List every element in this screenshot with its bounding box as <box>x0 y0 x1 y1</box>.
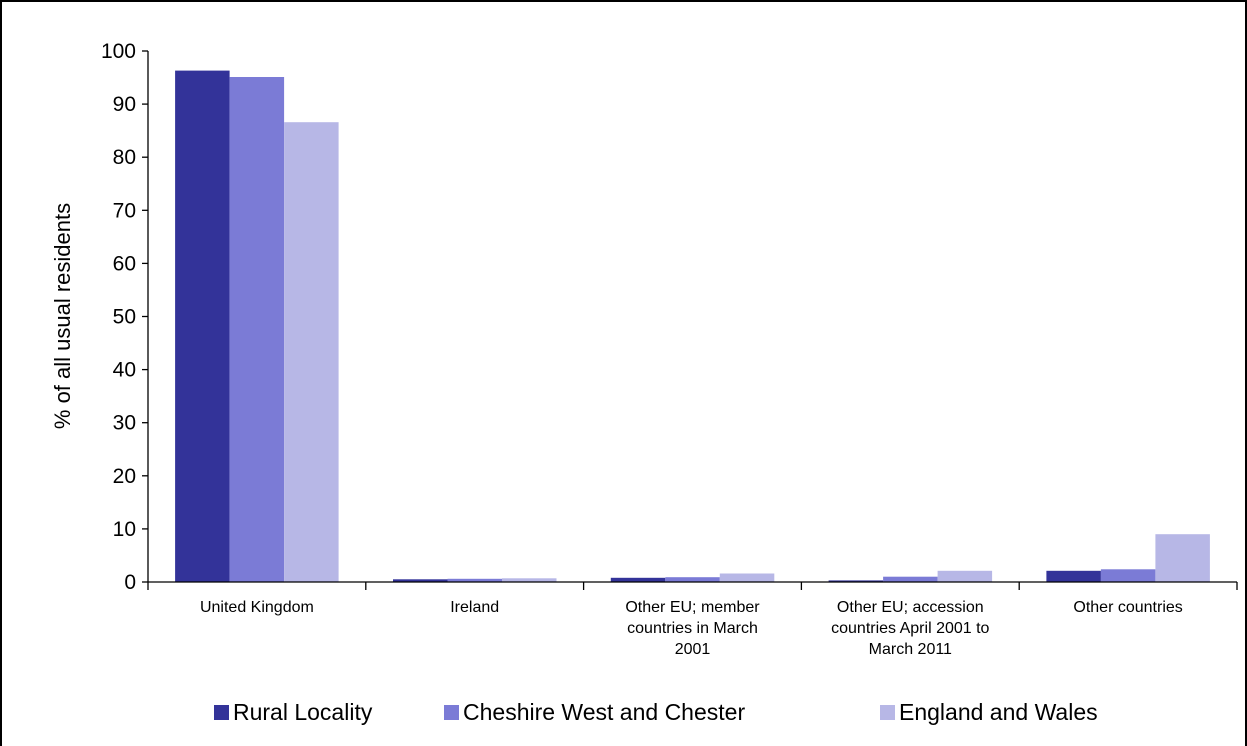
x-tick-label: Ireland <box>450 599 499 616</box>
bar <box>1155 534 1210 582</box>
y-tick-label: 90 <box>113 93 136 116</box>
bar <box>229 77 285 582</box>
y-tick-label: 70 <box>113 199 136 222</box>
legend-item-rural-locality: Rural Locality <box>214 692 372 732</box>
legend-item-cheshire-west-and-chester: Cheshire West and Chester <box>444 692 745 732</box>
y-tick-label: 20 <box>113 465 136 488</box>
bar <box>175 70 230 582</box>
bar <box>1100 569 1156 582</box>
legend-label: England and Wales <box>899 698 1098 725</box>
y-tick-label: 40 <box>113 359 136 382</box>
bar <box>883 576 938 582</box>
legend-item-england-and-wales: England and Wales <box>880 692 1098 732</box>
bar <box>828 580 884 582</box>
y-tick-label: 0 <box>124 571 136 594</box>
legend-swatch <box>214 704 229 720</box>
y-tick-label: 30 <box>113 412 136 435</box>
x-tick-label: Other EU; member countries in March 2001 <box>625 599 760 658</box>
bar <box>1046 570 1101 582</box>
legend-label: Rural Locality <box>233 698 373 725</box>
bar <box>393 579 448 582</box>
bars-group <box>175 70 1210 582</box>
y-tick-label: 50 <box>113 306 136 329</box>
y-tick-label: 80 <box>113 146 136 169</box>
x-tick-label: Other countries <box>1073 599 1182 616</box>
legend-swatch <box>444 704 459 720</box>
legend-label: Cheshire West and Chester <box>463 698 746 725</box>
bar <box>502 578 557 582</box>
bar <box>447 578 502 582</box>
y-tick-label: 100 <box>101 40 136 63</box>
bar <box>719 573 775 582</box>
bar <box>284 122 339 582</box>
x-tick-label: Other EU; accession countries April 2001 … <box>831 599 989 658</box>
bar <box>937 570 993 582</box>
legend-swatch <box>880 704 895 720</box>
bar <box>610 577 666 582</box>
x-tick-label: United Kingdom <box>200 599 314 616</box>
y-tick-label: 60 <box>113 252 136 275</box>
y-axis-title: % of all usual residents <box>50 203 75 429</box>
bar <box>665 577 720 582</box>
y-tick-label: 10 <box>113 518 136 541</box>
legend: Rural Locality Cheshire West and Chester… <box>0 692 1247 732</box>
ticks-group: 0 10 20 30 40 50 60 70 80 90 100 United Kingdom Irel… <box>101 40 1238 658</box>
